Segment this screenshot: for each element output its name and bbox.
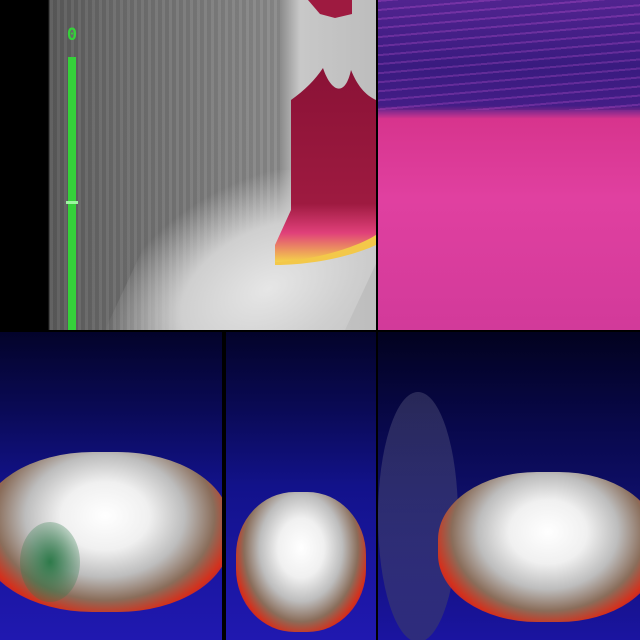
scale-marker [66, 201, 78, 204]
grayscale-thermal-panel: 0 [0, 0, 376, 330]
bottom-right-thermal-panel [378, 332, 640, 640]
hot-object [275, 0, 376, 265]
scale-label: 0 [66, 25, 78, 45]
water-texture [378, 0, 640, 110]
bottom-left-thermal-panel [0, 332, 222, 640]
bottom-middle-thermal-panel [226, 332, 376, 640]
magenta-thermal-panel [378, 0, 640, 330]
hot-body [275, 68, 376, 262]
temperature-scale-bar [68, 57, 76, 330]
warm-edge [275, 235, 376, 265]
hot-cluster [236, 492, 366, 632]
hot-cluster [438, 472, 640, 622]
cool-patch [20, 522, 80, 602]
top-hot-fragment [308, 0, 352, 18]
